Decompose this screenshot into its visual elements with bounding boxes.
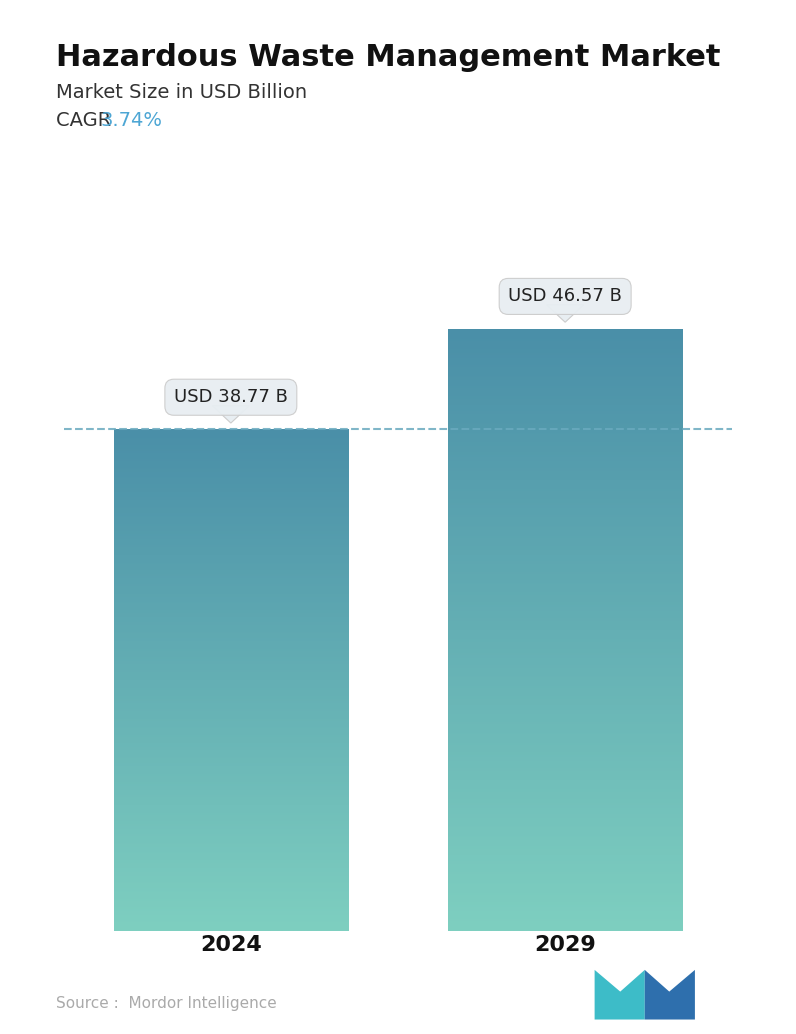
Text: USD 38.77 B: USD 38.77 B [174, 388, 288, 406]
Text: Hazardous Waste Management Market: Hazardous Waste Management Market [56, 43, 720, 72]
Polygon shape [546, 305, 584, 323]
Text: USD 46.57 B: USD 46.57 B [508, 287, 622, 305]
Text: Market Size in USD Billion: Market Size in USD Billion [56, 83, 306, 101]
Polygon shape [595, 970, 645, 1020]
Polygon shape [645, 970, 695, 1020]
Text: CAGR: CAGR [56, 111, 117, 129]
Text: Source :  Mordor Intelligence: Source : Mordor Intelligence [56, 996, 276, 1011]
Text: 3.74%: 3.74% [100, 111, 162, 129]
Polygon shape [212, 405, 250, 423]
